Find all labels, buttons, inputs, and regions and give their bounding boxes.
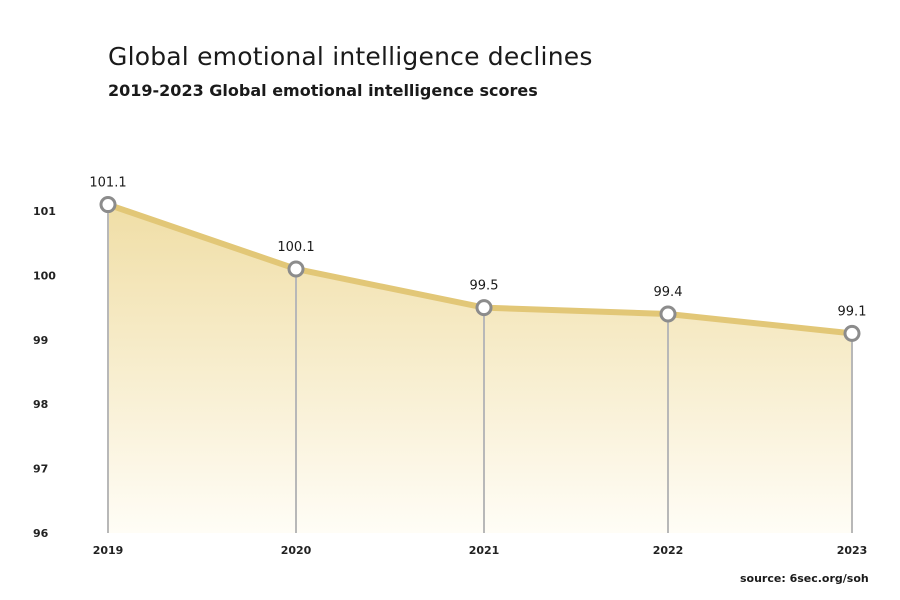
data-point-2020 xyxy=(287,260,305,278)
data-label-2019: 101.1 xyxy=(89,176,126,191)
data-labels: 101.1 100.1 99.5 99.4 99.1 xyxy=(89,176,866,320)
x-tick-label-2023: 2023 xyxy=(837,544,868,557)
y-axis-tick-labels: 96 97 98 99 100 101 xyxy=(33,205,56,540)
droplines xyxy=(107,204,853,533)
data-label-2020: 100.1 xyxy=(277,240,314,255)
x-tick-label-2019: 2019 xyxy=(93,544,124,557)
area-fill xyxy=(108,204,852,533)
source-note: source: 6sec.org/soh xyxy=(740,572,869,585)
data-point-2021 xyxy=(475,299,493,317)
x-axis-tick-labels: 2019 2020 2021 2022 2023 xyxy=(93,544,868,557)
y-tick-label-99: 99 xyxy=(33,334,48,347)
x-tick-label-2021: 2021 xyxy=(469,544,500,557)
data-label-2022: 99.4 xyxy=(654,285,683,300)
y-tick-label-97: 97 xyxy=(33,463,48,476)
x-tick-label-2022: 2022 xyxy=(653,544,684,557)
data-label-2023: 99.1 xyxy=(838,304,867,319)
data-point-2022 xyxy=(659,305,677,323)
chart-subtitle: 2019-2023 Global emotional intelligence … xyxy=(108,81,538,100)
y-tick-label-101: 101 xyxy=(33,205,56,218)
y-tick-label-98: 98 xyxy=(33,398,48,411)
data-point-2023 xyxy=(843,324,861,342)
data-markers xyxy=(99,196,861,342)
x-tick-label-2020: 2020 xyxy=(281,544,312,557)
y-tick-label-100: 100 xyxy=(33,269,56,282)
data-label-2021: 99.5 xyxy=(470,279,499,294)
chart-title: Global emotional intelligence declines xyxy=(108,42,593,71)
y-tick-label-96: 96 xyxy=(33,527,49,540)
data-point-2019 xyxy=(99,196,117,214)
